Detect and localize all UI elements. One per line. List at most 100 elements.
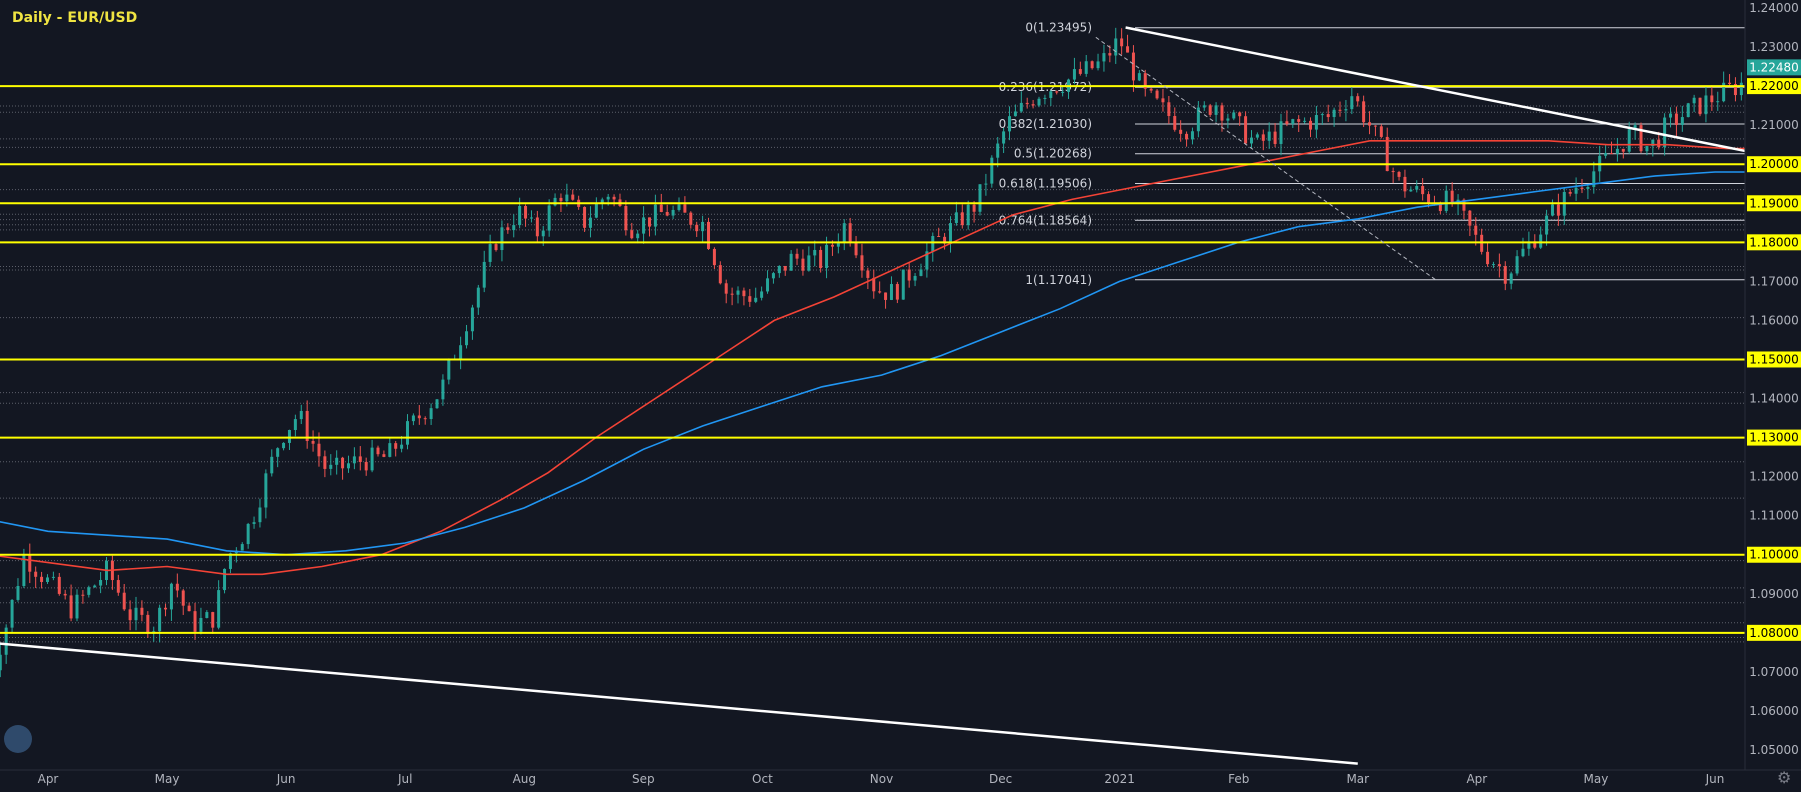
- candle-body: [1061, 91, 1065, 93]
- candle-body: [1397, 171, 1401, 177]
- candle-body: [553, 197, 557, 206]
- x-tick-label: 2021: [1104, 772, 1135, 786]
- candle-body: [1379, 126, 1383, 137]
- candle-body: [335, 457, 339, 465]
- candle-body: [1728, 82, 1732, 85]
- y-tick-label: 1.22000: [1749, 79, 1799, 93]
- fib-level-label: 0.236(1.21972): [999, 80, 1092, 94]
- candle-body: [506, 227, 510, 231]
- candle-body: [1131, 52, 1135, 81]
- candle-body: [659, 204, 663, 213]
- candle-body: [1651, 139, 1655, 147]
- candle-body: [636, 233, 640, 239]
- gear-icon[interactable]: ⚙: [1777, 768, 1792, 787]
- candle-body: [1002, 131, 1006, 144]
- candle-body: [358, 456, 362, 462]
- candle-body: [1072, 69, 1076, 80]
- fib-level-label: 0.764(1.18564): [999, 213, 1092, 227]
- x-tick-label: Mar: [1346, 772, 1369, 786]
- candle-body: [813, 249, 817, 256]
- fib-level-label: 0.5(1.20268): [1014, 147, 1092, 161]
- candle-body: [630, 230, 634, 239]
- candle-body: [1403, 176, 1407, 192]
- candle-body: [1096, 61, 1100, 69]
- candle-body: [848, 223, 852, 243]
- candle-body: [677, 204, 681, 210]
- candle-body: [948, 223, 952, 244]
- y-tick-label: 1.15000: [1749, 352, 1799, 366]
- candle-body: [299, 410, 303, 420]
- candle-body: [1208, 105, 1212, 115]
- candle-body: [1126, 46, 1130, 53]
- candle-body: [889, 284, 893, 300]
- level-price-tag: [1747, 78, 1801, 95]
- x-tick-label: Oct: [752, 772, 773, 786]
- candle-body: [205, 612, 209, 618]
- candle-body: [683, 204, 687, 213]
- candle-body: [1486, 251, 1490, 265]
- candle-body: [394, 443, 398, 449]
- candle-body: [282, 442, 286, 449]
- candle-body: [860, 255, 864, 271]
- candle-body: [600, 199, 604, 204]
- candle-body: [1362, 101, 1366, 123]
- candle-body: [701, 221, 705, 232]
- candle-body: [494, 244, 498, 251]
- candle-body: [158, 607, 162, 632]
- candle-body: [181, 590, 185, 606]
- candle-body: [547, 205, 551, 231]
- candle-body: [972, 204, 976, 212]
- candle-body: [1627, 129, 1631, 152]
- candle-body: [925, 251, 929, 270]
- candle-body: [825, 244, 829, 269]
- candle-body: [795, 253, 799, 259]
- candle-body: [872, 277, 876, 292]
- candle-body: [1509, 273, 1513, 284]
- candle-body: [1031, 104, 1035, 106]
- candle-body: [1733, 84, 1737, 96]
- candle-body: [400, 444, 404, 449]
- candle-body: [1149, 88, 1153, 91]
- candle-body: [329, 464, 333, 469]
- candle-body: [1055, 91, 1059, 93]
- current-price-label: 1.22480: [1749, 60, 1799, 74]
- candle-body: [1344, 109, 1348, 111]
- y-tick-label: 1.10000: [1749, 548, 1799, 562]
- candle-body: [69, 595, 73, 619]
- candle-body: [801, 258, 805, 271]
- candle-body: [1391, 171, 1395, 173]
- candle-body: [1568, 191, 1572, 194]
- candle-body: [341, 457, 345, 469]
- candle-body: [884, 292, 888, 300]
- candle-body: [1037, 98, 1041, 106]
- candle-body: [984, 183, 988, 185]
- candle-body: [34, 571, 38, 577]
- candle-body: [423, 418, 427, 420]
- candle-body: [842, 223, 846, 243]
- fib-level-label: 0.618(1.19506): [999, 177, 1092, 191]
- y-tick-label: 1.19000: [1749, 196, 1799, 210]
- candle-body: [406, 421, 410, 445]
- chart-title: Daily - EUR/USD: [12, 10, 138, 26]
- candle-body: [1137, 73, 1141, 81]
- candle-body: [1704, 95, 1708, 115]
- candle-body: [1090, 61, 1094, 69]
- candle-body: [352, 456, 356, 464]
- y-tick-label: 1.09000: [1749, 587, 1799, 601]
- candle-body: [1043, 97, 1047, 99]
- fib-level-label: 1(1.17041): [1025, 273, 1092, 287]
- candle-body: [878, 291, 882, 293]
- candle-body: [476, 287, 480, 308]
- candle-body: [707, 221, 711, 249]
- candle-body: [742, 290, 746, 297]
- candle-body: [1332, 109, 1336, 118]
- tradingview-logo-icon[interactable]: [4, 725, 32, 753]
- candle-body: [1167, 102, 1171, 117]
- candle-body: [199, 617, 203, 632]
- candle-body: [695, 224, 699, 232]
- x-tick-label: Jun: [276, 772, 296, 786]
- candle-body: [1527, 241, 1531, 249]
- candle-body: [1421, 185, 1425, 195]
- candle-body: [565, 194, 569, 202]
